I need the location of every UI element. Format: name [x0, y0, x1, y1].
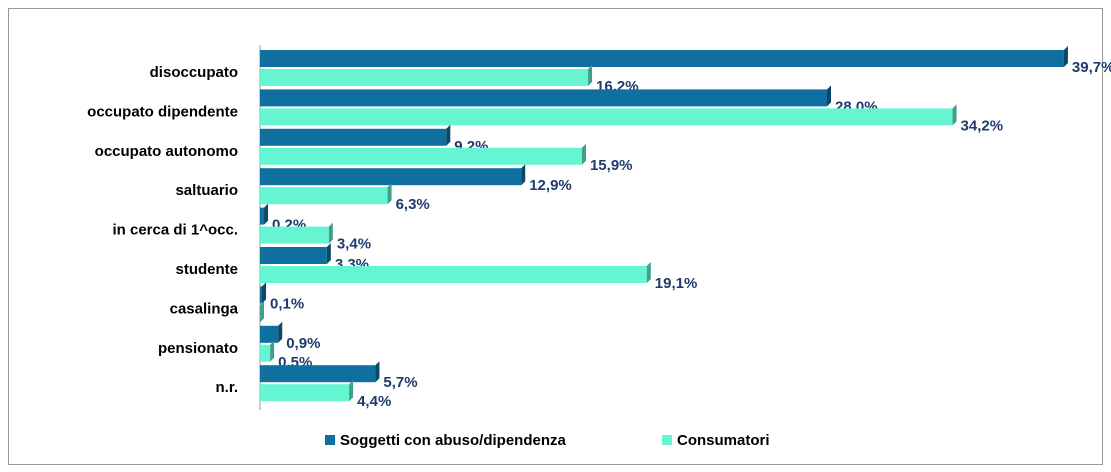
- bar: [260, 365, 376, 383]
- bar-side: [521, 164, 526, 186]
- category-label: casalinga: [170, 300, 239, 317]
- bar: [260, 325, 279, 343]
- bar: [260, 344, 271, 362]
- value-label: 5,7%: [383, 374, 417, 391]
- bar: [260, 187, 388, 205]
- legend-label: Soggetti con abuso/dipendenza: [340, 432, 567, 449]
- legend-swatch: [325, 435, 335, 445]
- category-label: n.r.: [215, 379, 238, 396]
- category-label: saltuario: [175, 182, 238, 199]
- value-label: 12,9%: [529, 177, 572, 194]
- bar-side: [349, 380, 354, 402]
- value-label: 15,9%: [590, 157, 633, 174]
- value-label: 6,3%: [396, 196, 430, 213]
- legend-label: Consumatori: [677, 432, 770, 449]
- bar-side: [270, 340, 275, 362]
- bar-side: [262, 282, 267, 304]
- bar: [260, 69, 589, 86]
- bar: [260, 50, 1064, 67]
- bar-side: [646, 262, 651, 283]
- value-label: 3,4%: [337, 236, 371, 253]
- category-label: pensionato: [158, 340, 238, 357]
- bar: [260, 247, 327, 264]
- bar: [260, 108, 953, 126]
- bar-side: [387, 183, 392, 205]
- category-label: occupato dipendente: [87, 103, 238, 120]
- bar-side: [278, 321, 283, 343]
- category-label: disoccupato: [150, 64, 238, 81]
- value-label: 0,1%: [270, 295, 304, 312]
- bar: [260, 147, 582, 165]
- value-label: 19,1%: [655, 275, 698, 292]
- category-label: in cerca di 1^occ.: [113, 222, 239, 239]
- value-label: 0,9%: [286, 335, 320, 352]
- bar-side: [446, 124, 451, 146]
- bar: [260, 168, 522, 186]
- bar-side: [328, 222, 333, 244]
- bar-side: [827, 85, 831, 107]
- legend-swatch: [662, 435, 672, 445]
- bar: [260, 286, 263, 304]
- value-label: 4,4%: [357, 393, 391, 410]
- bar: [260, 207, 265, 225]
- bar: [260, 226, 329, 244]
- value-label: 34,2%: [961, 117, 1004, 134]
- category-label: studente: [175, 261, 238, 278]
- bar: [260, 266, 647, 283]
- bar-side: [1063, 46, 1068, 67]
- bar-side: [260, 301, 264, 323]
- category-label: occupato autonomo: [95, 143, 238, 160]
- bar: [260, 384, 350, 402]
- bar: [260, 128, 447, 146]
- bar-side: [326, 243, 331, 264]
- bar-side: [588, 65, 593, 86]
- bar-side: [952, 104, 957, 126]
- value-label: 39,7%: [1072, 59, 1111, 76]
- bar: [260, 89, 827, 107]
- bar-side: [581, 143, 586, 165]
- bar-side: [375, 361, 380, 383]
- bar-side: [264, 203, 269, 225]
